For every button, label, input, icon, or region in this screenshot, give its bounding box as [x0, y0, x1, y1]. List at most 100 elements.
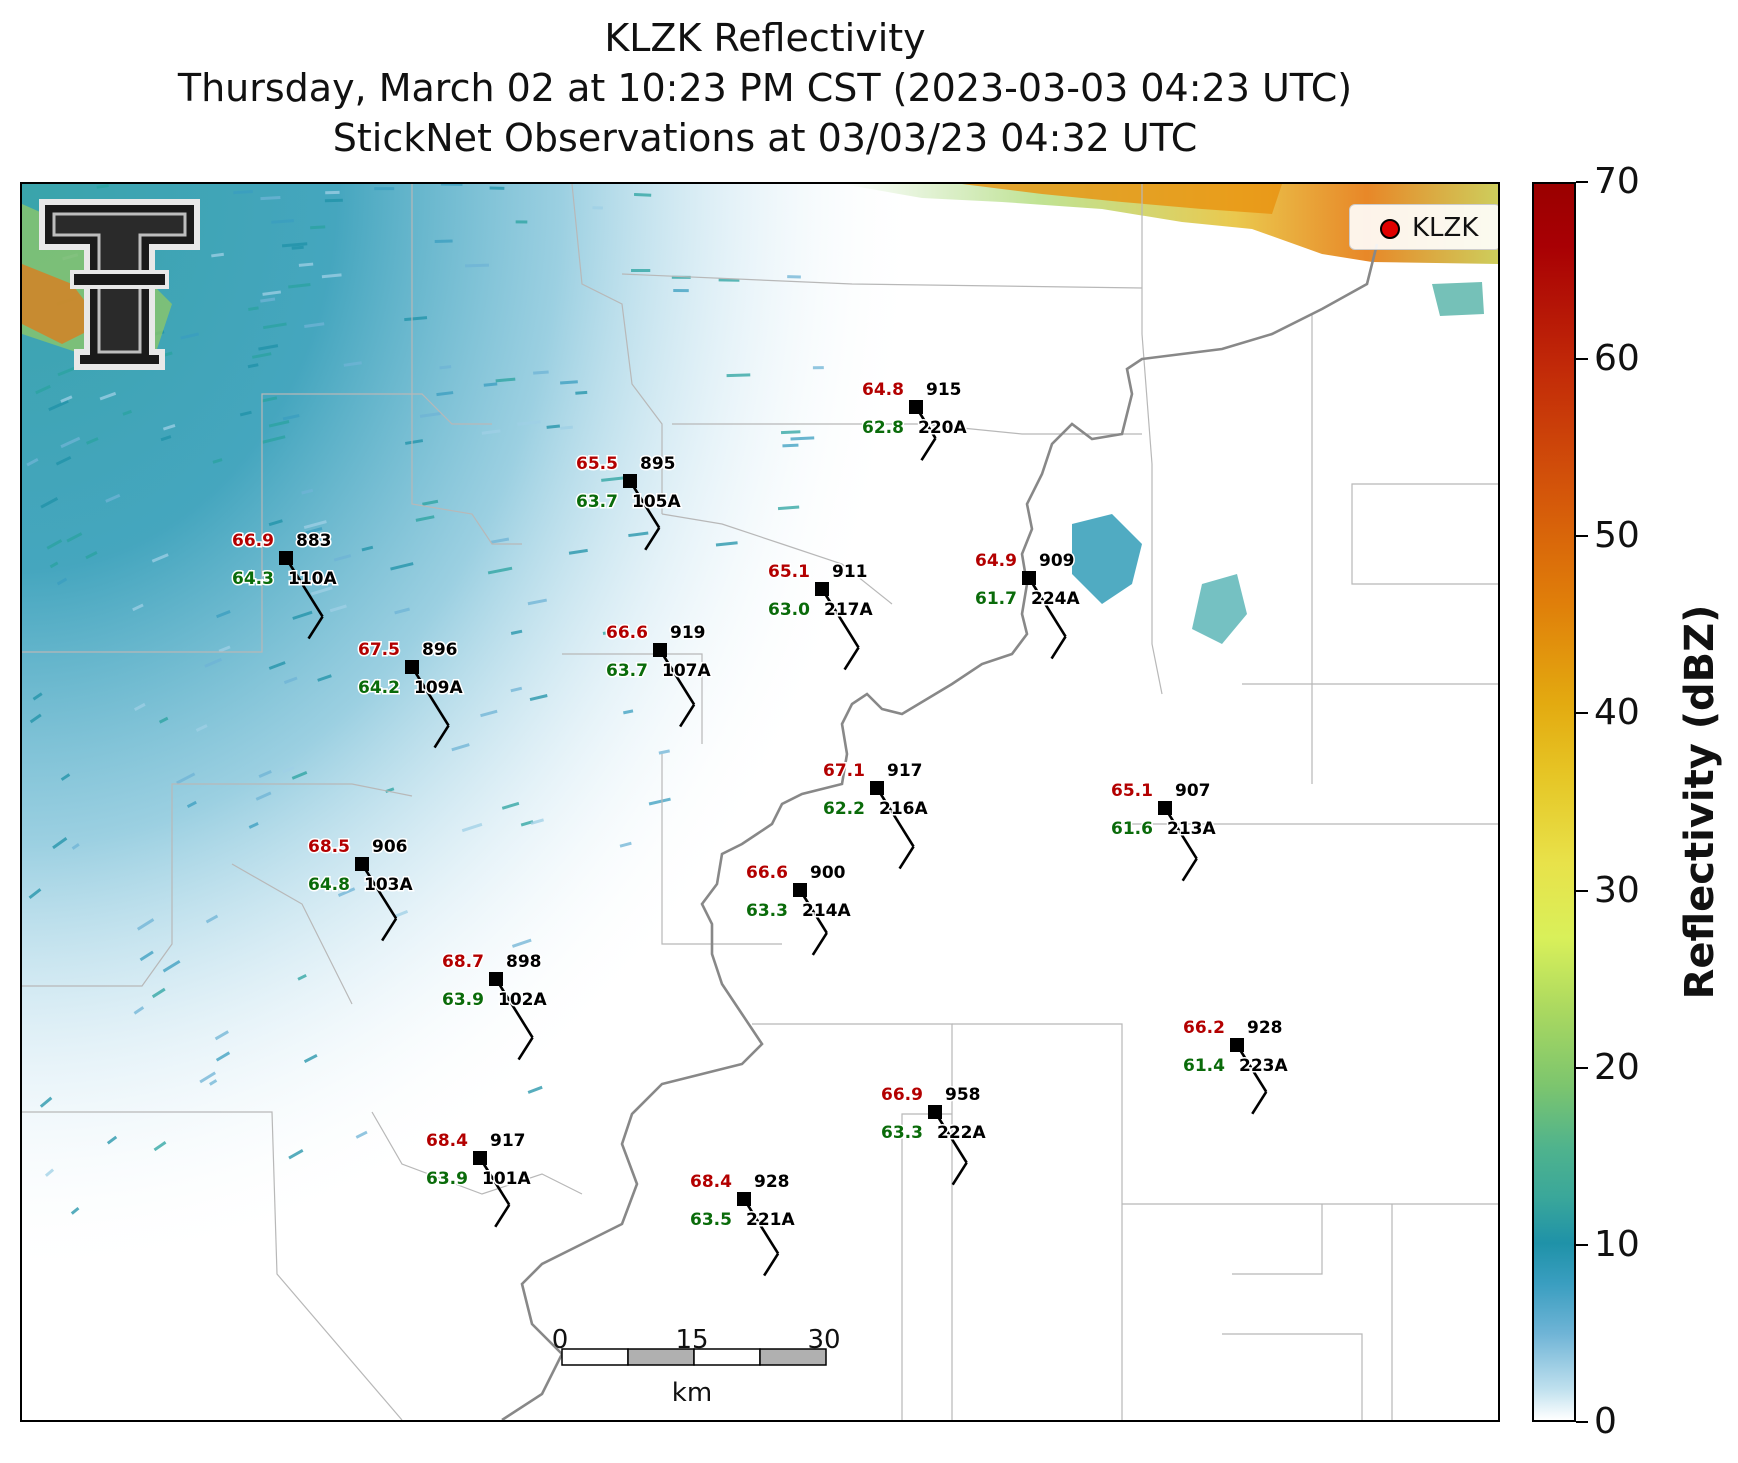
station-id: 107A	[662, 661, 711, 681]
station-temperature: 66.9	[881, 1085, 923, 1105]
station-temperature: 68.4	[426, 1131, 468, 1151]
colorbar-tick-label: 50	[1594, 515, 1640, 557]
wind-barb-flag	[1050, 635, 1067, 660]
station-id: 214A	[802, 901, 851, 921]
wind-barb-flag	[494, 1204, 511, 1228]
scale-label-0: 0	[551, 1325, 569, 1355]
station-110A[interactable]: 66.9 883 64.3 110A	[231, 530, 339, 640]
colorbar-tick-label: 30	[1594, 869, 1640, 911]
station-220A[interactable]: 64.8 915 62.8 220A	[861, 379, 969, 461]
station-pressure: 907	[1175, 781, 1211, 801]
colorbar-title: Reflectivity (dBZ)	[1677, 604, 1723, 1000]
station-dewpoint: 62.2	[823, 799, 865, 819]
station-217A[interactable]: 65.1 911 63.0 217A	[767, 561, 875, 671]
colorbar-tick-label: 60	[1594, 338, 1640, 380]
station-dewpoint: 63.3	[881, 1123, 923, 1143]
station-marker-icon	[405, 660, 419, 674]
station-dewpoint: 63.3	[746, 901, 788, 921]
station-marker-icon	[355, 857, 369, 871]
station-pressure: 895	[640, 454, 676, 474]
station-marker-icon	[489, 972, 503, 986]
station-pressure: 909	[1039, 551, 1075, 571]
map-panel[interactable]: 64.8 915 62.8 220A 65.5 895 63.7 105A 66.9 883 64.…	[20, 182, 1500, 1422]
station-id: 221A	[746, 1210, 795, 1230]
wind-barb-shaft	[284, 557, 324, 618]
station-213A[interactable]: 65.1 907 61.6 213A	[1110, 780, 1218, 882]
station-temperature: 68.5	[308, 837, 350, 857]
station-marker-icon	[737, 1192, 751, 1206]
station-marker-icon	[1022, 571, 1036, 585]
station-id: 105A	[632, 492, 681, 512]
station-107A[interactable]: 66.6 919 63.7 107A	[605, 622, 713, 728]
station-pressure: 958	[945, 1085, 981, 1105]
radar-map[interactable]: 64.8 915 62.8 220A 65.5 895 63.7 105A 66.9 883 64.…	[22, 184, 1498, 1420]
station-101A[interactable]: 68.4 917 63.9 101A	[425, 1130, 533, 1228]
station-temperature: 65.5	[576, 454, 618, 474]
station-224A[interactable]: 64.9 909 61.7 224A	[974, 550, 1082, 660]
wind-barb-flag	[644, 527, 661, 551]
station-pressure: 883	[296, 531, 332, 551]
station-222A[interactable]: 66.9 958 63.3 222A	[880, 1084, 988, 1186]
wind-barb-flag	[679, 703, 696, 728]
station-dewpoint: 63.5	[690, 1210, 732, 1230]
station-pressure: 919	[670, 623, 706, 643]
wind-barb-flag	[951, 1162, 968, 1186]
station-dewpoint: 61.6	[1111, 819, 1153, 839]
station-marker-icon	[870, 781, 884, 795]
station-pressure: 911	[832, 562, 868, 582]
station-temperature: 67.5	[358, 640, 400, 660]
station-marker-icon	[1230, 1038, 1244, 1052]
station-dewpoint: 64.3	[232, 569, 274, 589]
station-221A[interactable]: 68.4 928 63.5 221A	[689, 1171, 797, 1277]
colorbar-tick-label: 0	[1594, 1401, 1617, 1442]
wind-barb-shaft	[1163, 807, 1198, 860]
station-temperature: 66.6	[606, 623, 648, 643]
wind-barb-flag	[381, 917, 398, 942]
colorbar-tick-label: 40	[1594, 692, 1640, 734]
station-marker-icon	[653, 643, 667, 657]
station-id: 220A	[918, 418, 967, 438]
colorbar-tick-mark	[1576, 358, 1588, 361]
station-pressure: 898	[506, 952, 542, 972]
station-dewpoint: 63.7	[576, 492, 618, 512]
station-dewpoint: 63.7	[606, 661, 648, 681]
station-id: 101A	[482, 1169, 531, 1189]
radar-echo-east-cell-2	[1192, 574, 1247, 644]
wind-barb-flag	[433, 724, 450, 749]
station-102A[interactable]: 68.7 898 63.9 102A	[441, 951, 549, 1061]
station-214A[interactable]: 66.6 900 63.3 214A	[745, 862, 853, 956]
wind-barb-shaft	[1027, 577, 1067, 638]
wind-barb-shaft	[410, 666, 450, 727]
wind-barb-shaft	[933, 1111, 968, 1164]
station-109A[interactable]: 67.5 896 64.2 109A	[357, 639, 465, 749]
station-223A[interactable]: 66.2 928 61.4 223A	[1182, 1017, 1290, 1115]
station-pressure: 928	[754, 1172, 790, 1192]
station-temperature: 66.6	[746, 863, 788, 883]
wind-barb-shaft	[742, 1198, 780, 1255]
wind-barb-shaft	[1235, 1044, 1268, 1093]
station-id: 224A	[1031, 589, 1080, 609]
colorbar-tick-mark	[1576, 889, 1588, 892]
radar-site-marker-icon	[1380, 219, 1400, 239]
station-pressure: 928	[1247, 1018, 1283, 1038]
station-id: 102A	[498, 990, 547, 1010]
station-pressure: 917	[887, 761, 923, 781]
stations-layer: 64.8 915 62.8 220A 65.5 895 63.7 105A 66.9 883 64.…	[231, 379, 1290, 1277]
title-line-1: KLZK Reflectivity	[604, 16, 926, 60]
radar-echo-top-band	[842, 184, 1498, 264]
wind-barb-shaft	[478, 1157, 511, 1206]
station-103A[interactable]: 68.5 906 64.8 103A	[307, 836, 415, 942]
wind-barb-flag	[517, 1036, 534, 1061]
scale-unit: km	[671, 1378, 713, 1408]
wind-barb-flag	[898, 845, 915, 870]
station-id: 217A	[824, 600, 873, 620]
state-line-river	[501, 243, 1379, 1420]
station-105A[interactable]: 65.5 895 63.7 105A	[575, 453, 683, 551]
station-dewpoint: 64.2	[358, 678, 400, 698]
station-id: 223A	[1239, 1056, 1288, 1076]
station-dewpoint: 63.9	[442, 990, 484, 1010]
station-dewpoint: 64.8	[308, 875, 350, 895]
station-marker-icon	[909, 400, 923, 414]
radar-echo-far-east	[1432, 282, 1484, 316]
station-216A[interactable]: 67.1 917 62.2 216A	[822, 760, 930, 870]
